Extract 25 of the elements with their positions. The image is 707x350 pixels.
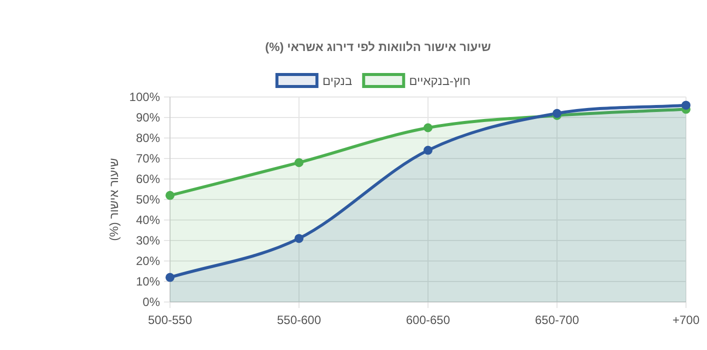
legend-label: חוץ-בנקאיים xyxy=(409,74,471,88)
y-tick-label: 10% xyxy=(136,274,160,288)
y-tick-label: 100% xyxy=(129,90,160,104)
y-tick-label: 50% xyxy=(136,192,160,206)
x-tick-label: +700 xyxy=(672,313,700,327)
y-tick-label: 20% xyxy=(136,254,160,268)
y-tick-label: 40% xyxy=(136,213,160,227)
point xyxy=(424,146,432,155)
y-axis-title: שיעור אישור (%) xyxy=(107,158,121,241)
point xyxy=(682,100,690,110)
x-tick-label: 600-650 xyxy=(406,313,450,327)
x-tick-label: 500-550 xyxy=(148,313,192,327)
point xyxy=(294,234,304,243)
point xyxy=(294,158,304,168)
y-tick-label: 70% xyxy=(136,152,160,166)
y-tick-label: 90% xyxy=(136,110,160,124)
x-tick-label: 550-600 xyxy=(276,313,322,327)
y-tick-label: 0% xyxy=(142,295,160,309)
chart-title: שיעור אישור הלוואות לפי דירוג אשראי (%) xyxy=(265,40,492,54)
y-tick-label: 60% xyxy=(136,172,160,186)
y-tick-label: 30% xyxy=(136,234,160,248)
point xyxy=(424,123,432,132)
y-tick-label: 80% xyxy=(136,131,160,145)
legend-label: בנקים xyxy=(322,74,352,88)
x-tick-label: 650-700 xyxy=(534,313,580,327)
